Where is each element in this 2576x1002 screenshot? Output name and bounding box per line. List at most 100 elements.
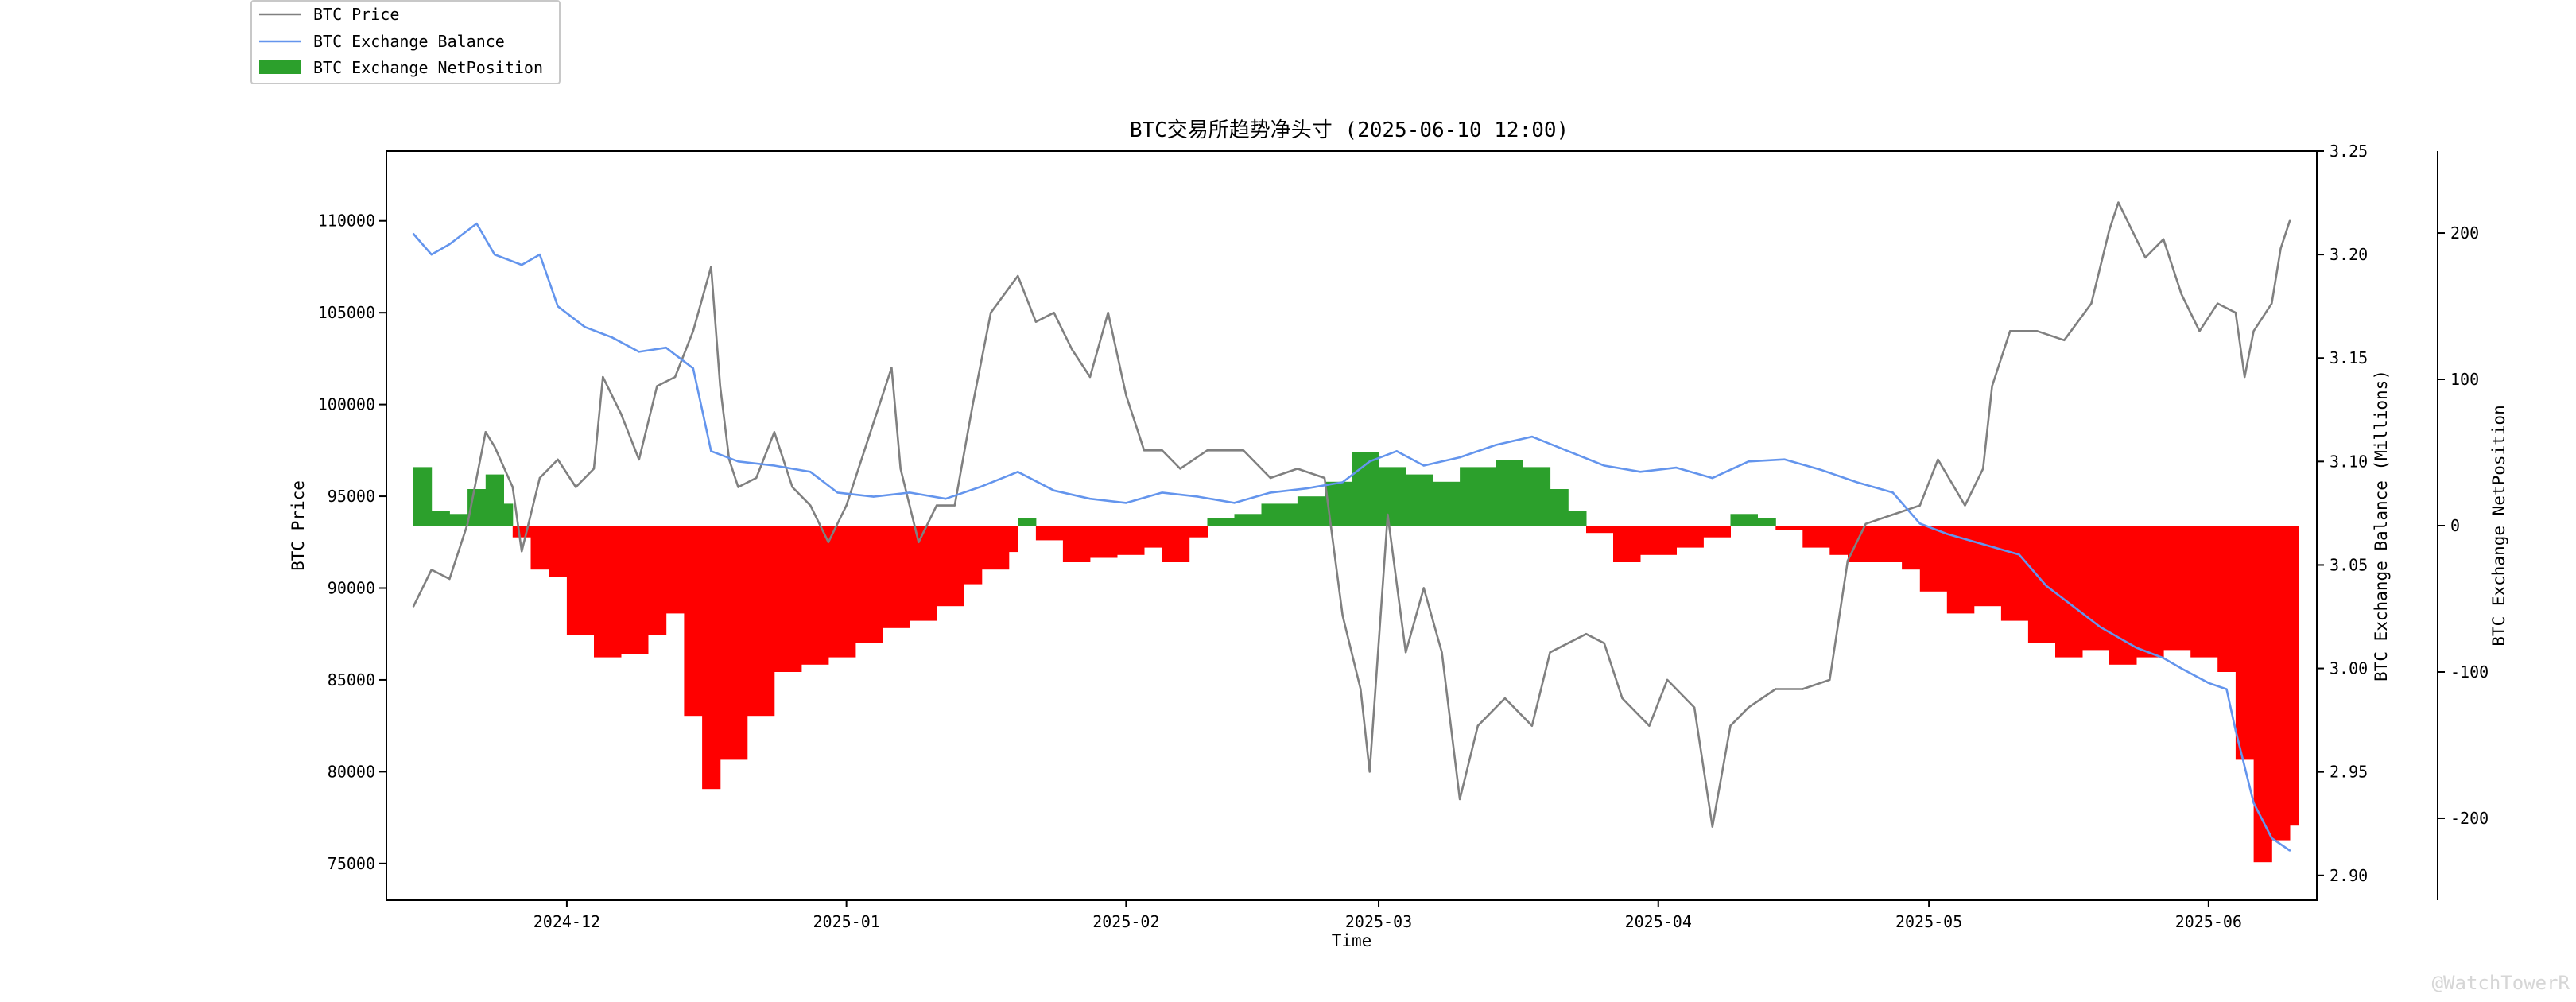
btc-price-point <box>1034 320 1038 323</box>
btc-price-point <box>1891 513 1894 516</box>
exchange-balance-point <box>2072 605 2074 608</box>
btc-price-point <box>2009 330 2012 332</box>
btc-price-point <box>899 468 902 470</box>
exchange-balance-point <box>2045 584 2047 587</box>
netposition-bar <box>937 526 964 607</box>
exchange-balance-point <box>584 326 586 328</box>
netposition-bar <box>1586 526 1614 534</box>
btc-price-point <box>1422 587 1426 589</box>
x-axis: 2024-12 2025-01 2025-02 2025-03 2025-04 2025-… <box>533 900 2242 931</box>
exchange-balance-point <box>809 471 812 473</box>
netposition-bar <box>1875 526 1903 562</box>
exchange-balance-point <box>2225 688 2228 690</box>
btc-price-point <box>1802 688 1804 690</box>
btc-price-point <box>755 476 758 480</box>
netposition-bar <box>549 526 568 577</box>
netposition-bar <box>684 526 703 717</box>
btc-price-point <box>2234 312 2237 314</box>
netposition-bar <box>2271 526 2291 841</box>
y-right-balance-tick-label: 2.90 <box>2330 866 2368 885</box>
exchange-balance-point <box>710 450 712 452</box>
netposition-bar <box>720 526 748 760</box>
btc-price-point <box>1621 697 1624 700</box>
exchange-balance-point <box>638 351 640 353</box>
btc-price-point <box>602 375 604 379</box>
x-tick-label: 2024-12 <box>533 912 600 931</box>
x-tick-label: 2025-02 <box>1092 912 1159 931</box>
exchange-balance-point <box>692 367 694 370</box>
plot-frame <box>386 150 2318 901</box>
btc-price-point <box>484 431 487 433</box>
btc-price-point <box>1125 394 1127 397</box>
exchange-balance-point <box>1891 491 1894 494</box>
exchange-balance-point <box>2234 729 2237 732</box>
btc-price-point <box>557 458 559 461</box>
exchange-balance-point <box>521 263 523 266</box>
btc-price-point <box>430 569 433 571</box>
netposition-bar <box>1613 526 1641 562</box>
btc-price-point <box>890 367 893 369</box>
netposition-bar <box>2136 526 2164 658</box>
netposition-bar <box>1008 526 1018 553</box>
btc-price-point <box>511 486 514 488</box>
netposition-bar <box>1460 467 1496 526</box>
netposition-bar <box>431 511 450 526</box>
btc-price-point <box>638 458 640 461</box>
exchange-balance-point <box>1603 464 1605 467</box>
exchange-balance-point <box>2271 837 2273 840</box>
series-exchange-balance <box>412 222 2291 852</box>
btc-price-point <box>1603 642 1605 644</box>
y-right-balance-tick-label: 3.05 <box>2330 555 2368 574</box>
y-left-tick-label: 80000 <box>328 762 375 781</box>
netposition-bar <box>1261 503 1298 526</box>
exchange-balance-line <box>413 222 2291 852</box>
btc-price-point <box>2279 247 2282 250</box>
netposition-bar <box>1207 518 1235 526</box>
exchange-balance-point <box>1088 498 1092 500</box>
btc-price-point <box>773 431 776 433</box>
btc-price-point <box>1476 724 1480 727</box>
y-right-balance-tick-label: 3.25 <box>2330 142 2368 161</box>
btc-price-point <box>2108 229 2111 231</box>
exchange-balance-point <box>557 305 559 308</box>
y-left-tick-label: 75000 <box>328 854 375 873</box>
netposition-bar <box>485 474 504 526</box>
btc-price-point <box>1441 651 1443 654</box>
netposition-bar <box>1775 526 1803 530</box>
y-left-tick-label: 100000 <box>318 395 375 414</box>
netposition-bar <box>621 526 649 654</box>
netposition-bar <box>2217 526 2237 672</box>
netposition-bar <box>1234 514 1262 526</box>
exchange-balance-point <box>1946 533 1948 535</box>
exchange-balance-point <box>430 253 433 256</box>
exchange-balance-point <box>412 232 415 235</box>
exchange-balance-point <box>1197 495 1200 498</box>
legend-label-balance: BTC Exchange Balance <box>313 32 505 51</box>
btc-price-point <box>1585 633 1588 635</box>
btc-price-point <box>737 486 739 488</box>
btc-price-point <box>1161 449 1163 452</box>
btc-price-point <box>935 504 938 507</box>
x-tick-label: 2025-01 <box>813 912 879 931</box>
y-axis-right-balance-title: BTC Exchange Balance (Millions) <box>2372 370 2391 682</box>
y-right-balance-tick-label: 3.20 <box>2330 245 2368 264</box>
netposition-bar <box>883 526 910 628</box>
netposition-bar <box>1018 518 1037 526</box>
btc-price-point <box>1503 697 1507 700</box>
netposition-bar <box>530 526 549 570</box>
x-tick-label: 2025-03 <box>1345 912 1412 931</box>
netposition-bar <box>1676 526 1704 548</box>
netposition-bar <box>910 526 937 621</box>
btc-price-point <box>2198 330 2201 332</box>
netposition-bar <box>1973 526 2002 607</box>
y-right-balance-tick-label: 2.95 <box>2330 763 2368 782</box>
btc-price-point <box>1206 449 1208 452</box>
y-left-tick-label: 95000 <box>328 487 375 506</box>
netposition-bar <box>2163 526 2191 651</box>
exchange-balance-point <box>1233 502 1236 504</box>
legend-label-price: BTC Price <box>313 5 399 24</box>
btc-price-point <box>1982 468 1984 470</box>
exchange-balance-point <box>665 347 667 349</box>
exchange-balance-point <box>1395 450 1398 452</box>
btc-price-point <box>809 504 812 507</box>
